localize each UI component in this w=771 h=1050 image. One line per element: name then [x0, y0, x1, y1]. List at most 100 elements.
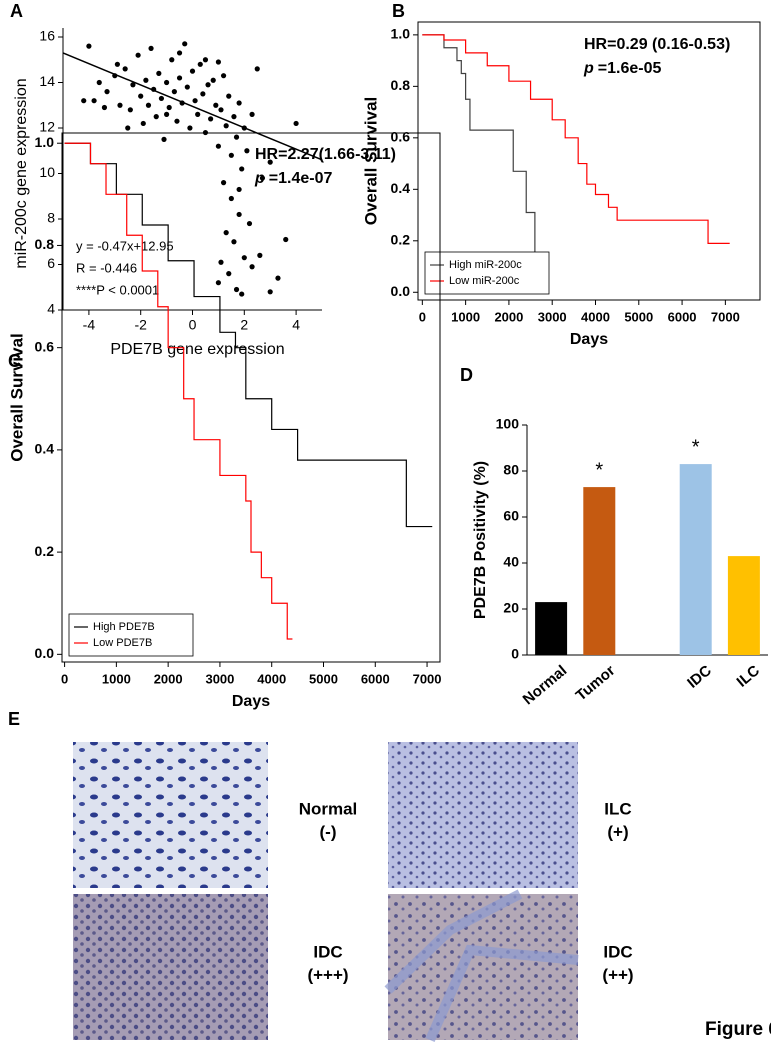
y-tick-label: 0.8 — [35, 236, 55, 252]
x-tick-label: 2000 — [154, 671, 183, 686]
panel-label: D — [460, 365, 473, 385]
y-tick-label: 0.8 — [391, 77, 411, 93]
micrograph-label: Normal — [299, 799, 358, 818]
point — [195, 111, 201, 117]
significance-marker: * — [595, 459, 603, 481]
point — [244, 148, 250, 154]
point — [138, 93, 144, 99]
point — [236, 211, 242, 218]
x-tick-label: Tumor — [573, 662, 619, 704]
point — [140, 120, 146, 127]
micrograph-grade: (+++) — [307, 965, 348, 984]
hazard-ratio: HR=0.29 (0.16-0.53) — [584, 36, 730, 53]
y-tick-label: 0.4 — [391, 180, 411, 196]
survival-curve — [422, 34, 536, 293]
point — [267, 289, 273, 295]
point — [164, 79, 170, 86]
point — [161, 136, 167, 142]
y-tick-label: 16 — [39, 28, 55, 44]
point — [153, 114, 159, 120]
y-tick-label: 0 — [511, 646, 519, 662]
plot-frame — [417, 21, 761, 301]
point — [208, 116, 214, 122]
point — [143, 77, 149, 83]
point — [218, 259, 224, 265]
point — [241, 255, 247, 261]
point — [249, 111, 255, 117]
point — [228, 152, 234, 158]
bar — [583, 487, 616, 655]
point — [200, 91, 206, 97]
y-tick-label: 20 — [503, 600, 519, 616]
point — [192, 98, 198, 104]
point — [239, 291, 245, 297]
x-tick-label: 4000 — [581, 309, 610, 324]
x-tick-label: 5000 — [624, 309, 653, 324]
y-tick-label: 4 — [47, 301, 55, 317]
y-axis-label: Overall Survival — [361, 97, 380, 226]
annotation: ****P < 0.0001 — [76, 282, 159, 297]
point — [231, 114, 237, 120]
p-symbol: p — [254, 170, 265, 187]
y-tick-label: 40 — [503, 554, 519, 570]
x-axis-label: Days — [570, 331, 608, 348]
point — [184, 84, 190, 90]
y-tick-label: 100 — [496, 416, 520, 432]
point — [283, 236, 289, 243]
x-tick-label: 4000 — [257, 671, 286, 686]
survival-curve — [64, 142, 293, 640]
legend-box — [68, 613, 194, 657]
point — [81, 98, 87, 104]
annotation: y = -0.47x+12.95 — [76, 238, 174, 253]
point — [267, 159, 273, 165]
point — [233, 286, 240, 293]
point — [215, 59, 221, 65]
point — [215, 280, 221, 286]
point — [259, 175, 266, 181]
micrograph — [73, 894, 268, 1040]
y-axis-label: PDE7B Positivity (%) — [472, 461, 489, 619]
y-tick-label: 1.0 — [391, 26, 411, 42]
stroma — [384, 889, 579, 1043]
significance-marker: * — [692, 436, 700, 458]
x-tick-label: 6000 — [668, 309, 697, 324]
bar — [679, 464, 712, 655]
point — [293, 120, 299, 127]
trend-line — [62, 52, 323, 161]
point — [122, 66, 128, 72]
y-tick-label: 10 — [39, 164, 55, 180]
point — [104, 89, 110, 95]
point — [257, 252, 263, 258]
point — [215, 143, 221, 149]
micrograph-label: IDC — [603, 942, 632, 961]
x-tick-label: ILC — [734, 662, 764, 691]
x-tick-label: 6000 — [361, 671, 390, 686]
micrograph-grade: (++) — [602, 965, 633, 984]
hazard-ratio: HR=2.27(1.66-3.11) — [255, 146, 396, 163]
x-tick-label: 7000 — [413, 671, 442, 686]
point — [202, 57, 209, 63]
y-tick-label: 0.0 — [391, 283, 411, 299]
y-tick-label: 12 — [39, 119, 55, 135]
annotation: R = -0.446 — [76, 260, 137, 275]
point — [176, 75, 183, 81]
point — [135, 52, 141, 58]
point — [91, 98, 97, 104]
point — [182, 41, 188, 47]
x-tick-label: 2000 — [494, 309, 523, 324]
micrograph-label: IDC — [313, 942, 342, 961]
p-symbol: p — [583, 60, 594, 77]
point — [210, 77, 216, 83]
x-tick-label: 3000 — [205, 671, 234, 686]
x-tick-label: IDC — [684, 662, 715, 692]
x-axis-label: PDE7B gene expression — [110, 341, 284, 358]
point — [148, 45, 154, 51]
point — [166, 104, 172, 111]
y-tick-label: 1.0 — [35, 134, 55, 150]
legend-label: High PDE7B — [93, 621, 155, 633]
y-tick-label: 0.2 — [391, 231, 411, 247]
x-tick-label: 1000 — [451, 309, 480, 324]
point — [189, 68, 196, 74]
